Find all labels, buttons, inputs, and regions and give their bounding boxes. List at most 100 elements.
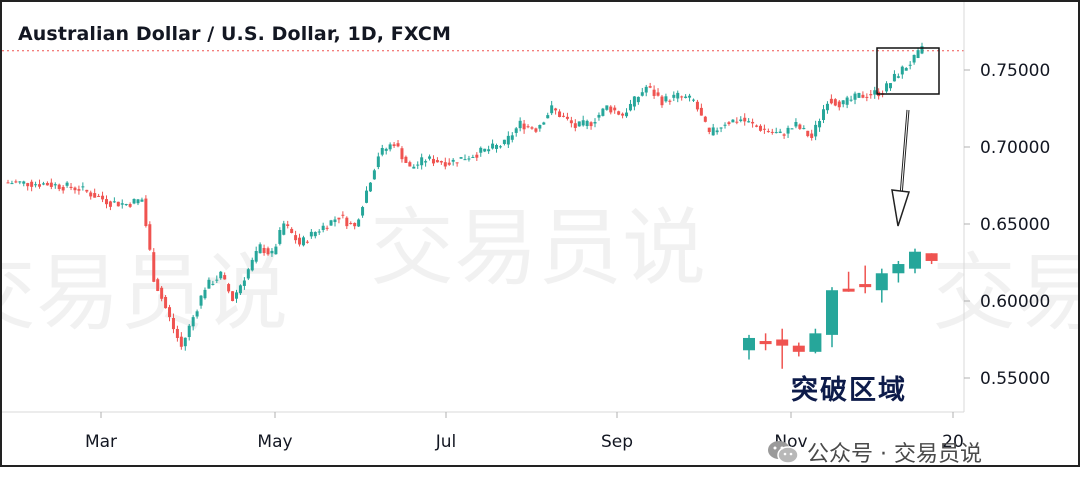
candle-body — [818, 120, 822, 128]
candle-body — [625, 112, 629, 117]
candle-body — [668, 100, 672, 102]
candle-body — [822, 109, 826, 121]
candle-body — [242, 280, 246, 286]
candlestick-chart: 交易员说 交易员说 交易员说 0.75000 0.70000 0.65000 0.60… — [2, 2, 1078, 452]
candle-body — [688, 95, 692, 98]
candle-body — [676, 92, 680, 99]
candle-body — [57, 184, 61, 190]
candle-body — [451, 159, 455, 162]
candle-body — [152, 252, 156, 282]
candle-body — [238, 285, 242, 294]
price-axis: 0.75000 0.70000 0.65000 0.60000 0.55000 — [964, 61, 1050, 389]
candle-body — [345, 217, 349, 227]
candle-body — [179, 336, 183, 347]
candle-body — [447, 162, 451, 165]
candle-body — [869, 94, 873, 96]
candle-body — [885, 83, 889, 92]
candle-body — [428, 156, 432, 159]
candle-body — [908, 64, 912, 66]
zoom-candle-body — [809, 333, 822, 352]
candle-body — [408, 162, 412, 167]
candle-body — [593, 122, 597, 124]
candle-body — [443, 162, 447, 167]
candle-body — [357, 219, 361, 227]
candle-body — [424, 161, 428, 163]
candle-body — [896, 76, 900, 78]
candle-body — [837, 101, 841, 108]
candle-body — [368, 182, 372, 192]
candle-body — [467, 158, 471, 160]
candle-body — [810, 133, 814, 138]
x-tick-label: Sep — [601, 432, 633, 452]
candle-body — [585, 120, 589, 127]
candle-body — [353, 223, 357, 227]
wechat-icon — [768, 441, 799, 464]
candle-body — [34, 184, 38, 186]
candle-body — [707, 127, 711, 132]
candle-body — [782, 134, 786, 136]
candle-body — [770, 131, 774, 133]
candle-body — [695, 101, 699, 110]
candle-body — [132, 198, 136, 204]
candle-body — [538, 124, 542, 129]
candle-body — [865, 96, 869, 98]
candle-body — [282, 223, 286, 235]
breakout-highlight-box — [876, 47, 940, 95]
candle-body — [491, 143, 495, 149]
candle-body — [609, 106, 613, 113]
candle-body — [715, 130, 719, 133]
zoom-candle-body — [909, 251, 921, 269]
candle-body — [487, 149, 491, 152]
candle-body — [798, 124, 802, 129]
candle-body — [298, 237, 302, 245]
candle-body — [833, 99, 837, 106]
candle-body — [317, 231, 321, 233]
candle-body — [747, 121, 751, 123]
candle-body — [506, 135, 510, 145]
candle-body — [329, 220, 333, 226]
down-arrow-icon — [891, 109, 910, 227]
candle-body — [6, 182, 10, 184]
candle-body — [108, 201, 112, 207]
candle-body — [120, 203, 124, 205]
candle-body — [18, 181, 22, 183]
candle-body — [85, 189, 89, 192]
candle-body — [589, 122, 593, 127]
candle-body — [463, 159, 467, 161]
candle-body — [727, 122, 731, 125]
candle-body — [294, 235, 298, 241]
candle-body — [692, 99, 695, 101]
candle-body — [219, 271, 223, 279]
watermark-layer: 交易员说 交易员说 交易员说 — [2, 199, 1078, 342]
candle-body — [231, 291, 235, 302]
candle-body — [762, 128, 766, 130]
candle-body — [455, 162, 459, 164]
chart-title: Australian Dollar / U.S. Dollar, 1D, FXC… — [18, 23, 451, 45]
zoom-candle-body — [826, 290, 838, 335]
candle-body — [140, 199, 144, 202]
candle-body — [471, 156, 475, 158]
candle-body — [664, 96, 668, 102]
y-tick-label: 0.70000 — [980, 138, 1050, 158]
candle-body — [628, 103, 632, 111]
candle-body — [900, 66, 904, 75]
candle-body — [207, 279, 211, 289]
candle-body — [632, 96, 636, 107]
candle-body — [392, 144, 396, 147]
candle-body — [542, 122, 546, 125]
source-watermark: 公众号 · 交易员说 — [767, 436, 982, 468]
candle-body — [148, 224, 152, 250]
zoom-candle-body — [759, 341, 772, 345]
candle-body — [73, 187, 77, 191]
candle-body — [93, 193, 97, 198]
candle-body — [680, 96, 684, 98]
candle-body — [26, 183, 30, 187]
candle-body — [372, 170, 376, 180]
candle-body — [621, 113, 625, 116]
candle-body — [550, 105, 554, 114]
candle-body — [246, 269, 250, 279]
candle-body — [235, 292, 238, 299]
candle-body — [751, 121, 755, 124]
candle-body — [703, 116, 707, 122]
zoom-candle-body — [875, 273, 888, 291]
